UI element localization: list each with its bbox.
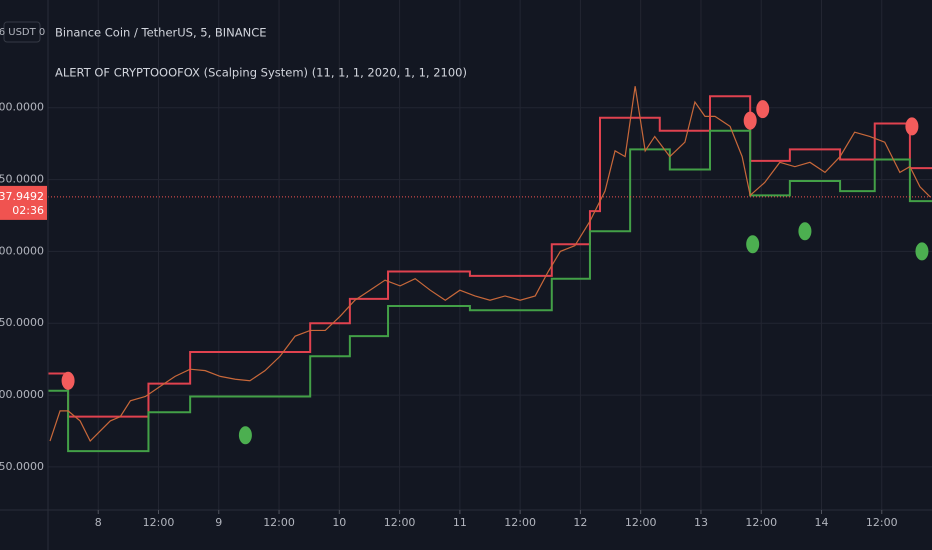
x-tick-label: 12 [573,516,587,529]
y-tick-label: 350.0000 [0,460,44,473]
x-tick-label: 9 [215,516,222,529]
x-tick-label: 13 [694,516,708,529]
signal [61,371,75,390]
price-line [49,86,931,443]
x-tick-label: 14 [815,516,829,529]
x-tick-label: 12:00 [504,516,536,529]
signal [746,235,760,254]
x-tick-label: 10 [332,516,346,529]
symbol-button-text[interactable]: 6 USDT 0 [0,27,45,38]
signal [743,111,757,130]
last-price-box [0,185,47,220]
signal [756,100,770,119]
signal [798,222,812,241]
x-tick-label: 12:00 [625,516,657,529]
y-tick-label: 600.0000 [0,101,44,114]
signal [238,426,252,445]
x-tick-label: 12:00 [384,516,416,529]
x-tick-label: 12:00 [143,516,175,529]
step-line [48,129,932,453]
plot [48,86,932,453]
chart-title: Binance Coin / TetherUS, 5, BINANCE [55,26,267,40]
y-tick-label: 500.0000 [0,244,44,257]
last-price-label: 537.9492 [0,190,44,203]
y-tick-label: 550.0000 [0,173,44,186]
x-tick-label: 12:00 [866,516,898,529]
y-tick-label: 400.0000 [0,388,44,401]
grid [48,0,932,510]
x-tick-label: 8 [95,516,102,529]
signal [915,242,929,261]
step-line [48,95,932,418]
countdown: 02:36 [12,204,44,217]
y-tick-label: 450.0000 [0,316,44,329]
x-tick-label: 11 [453,516,467,529]
indicator-title: ALERT OF CRYPTOOOFOX (Scalping System) (… [55,66,467,80]
symbol-button[interactable] [3,21,41,43]
x-tick-label: 12:00 [745,516,777,529]
x-tick-label: 12:00 [263,516,295,529]
signal [905,117,919,136]
